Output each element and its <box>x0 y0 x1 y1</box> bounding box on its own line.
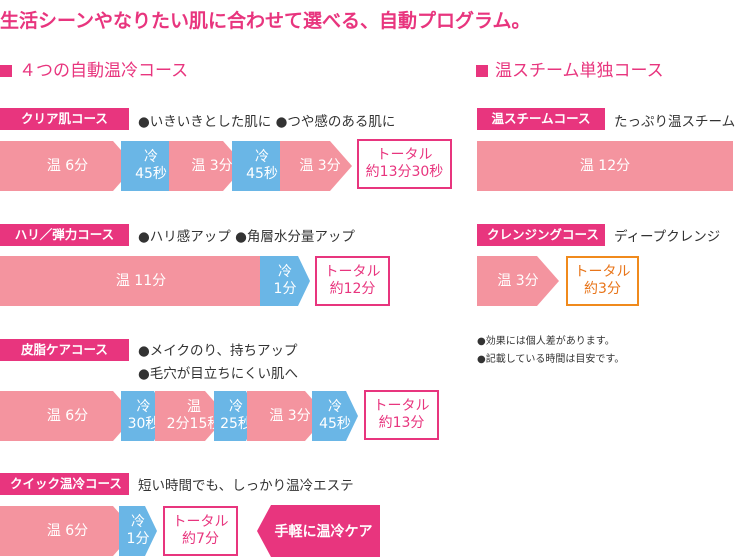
tag-quick-course: クイック温冷コース <box>0 473 129 495</box>
total-quick-course: トータル 約7分 <box>163 506 238 556</box>
square-bullet-icon <box>476 65 488 77</box>
desc-sebum-course-line1: ●メイクのり、持ちアップ <box>138 343 298 359</box>
section-title-text: 温スチーム単独コース <box>495 61 664 81</box>
tag-hari-course: ハリ／弾力コース <box>0 224 129 246</box>
segment-cold: 冷 1分 <box>119 506 157 556</box>
segment-warm: 温 12分 <box>477 141 733 191</box>
segment-warm: 温 6分 <box>0 506 135 556</box>
total-sebum-course: トータル 約13分 <box>364 390 439 440</box>
segment-cold: 冷 1分 <box>260 256 310 306</box>
note-time-estimate: ●記載している時間は目安です。 <box>477 354 625 365</box>
easy-care-banner: 手軽に温冷ケア <box>257 505 380 557</box>
desc-steam-course: たっぷり温スチーム <box>614 114 736 130</box>
segment-cold: 冷 45秒 <box>312 391 358 441</box>
desc-clear-course: ●いきいきとした肌に ●つや感のある肌に <box>138 114 396 130</box>
desc-quick-course: 短い時間でも、しっかり温冷エステ <box>138 478 354 494</box>
total-cleansing-course: トータル 約3分 <box>566 256 639 306</box>
total-hari-course: トータル 約12分 <box>315 256 390 306</box>
page-headline: 生活シーンやなりたい肌に合わせて選べる、自動プログラム。 <box>0 10 531 32</box>
tag-cleansing-course: クレンジングコース <box>477 224 605 246</box>
tag-steam-course: 温スチームコース <box>477 108 605 130</box>
desc-cleansing-course: ディープクレンジ <box>614 229 721 245</box>
tag-clear-course: クリア肌コース <box>0 108 129 130</box>
square-bullet-icon <box>0 65 12 77</box>
total-clear-course: トータル 約13分30秒 <box>357 139 452 189</box>
desc-hari-course: ●ハリ感アップ ●角層水分量アップ <box>138 229 355 245</box>
tag-sebum-course: 皮脂ケアコース <box>0 339 129 361</box>
segment-warm: 温 11分 <box>0 256 282 306</box>
segment-warm: 温 6分 <box>0 141 135 191</box>
section-title-auto-courses: ４つの自動温冷コース <box>0 56 188 81</box>
section-title-text: ４つの自動温冷コース <box>19 61 189 81</box>
segment-warm: 温 6分 <box>0 391 135 441</box>
segment-warm: 温 3分 <box>477 256 559 306</box>
section-title-steam-courses: 温スチーム単独コース <box>476 56 664 81</box>
note-individual-difference: ●効果には個人差があります。 <box>477 336 615 347</box>
segment-warm: 温 3分 <box>280 141 352 191</box>
desc-sebum-course-line2: ●毛穴が目立ちにくい肌へ <box>138 366 299 382</box>
